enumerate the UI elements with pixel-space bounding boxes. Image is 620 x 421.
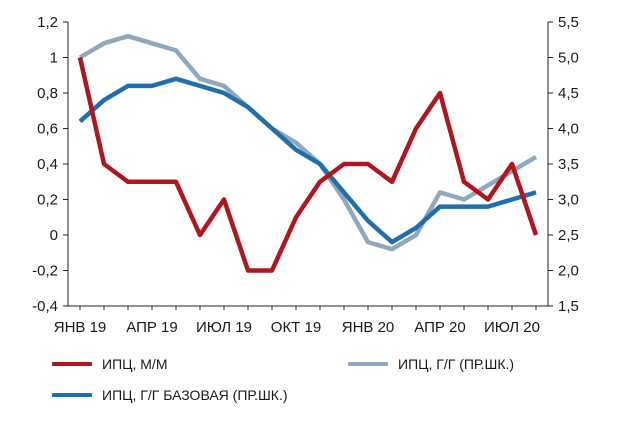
left-axis-tick-label: 0,8 — [37, 85, 58, 102]
left-axis-tick-label: -0,4 — [32, 298, 58, 315]
legend-item-cpi-yy: ИПЦ, Г/Г (ПР.ШК.) — [348, 356, 514, 372]
x-axis-tick-label: ИЮЛ 20 — [484, 319, 540, 336]
left-axis-tick-label: 0 — [50, 227, 58, 244]
left-axis-tick-label: 1 — [50, 50, 58, 67]
legend-swatch-cpi-core — [52, 393, 92, 397]
left-axis-tick-label: 1,2 — [37, 14, 58, 31]
left-axis-tick-label: 0,2 — [37, 192, 58, 209]
x-axis-tick-label: АПР 20 — [414, 319, 465, 336]
right-axis-tick-label: 2,0 — [558, 263, 579, 280]
legend-swatch-cpi-yy — [348, 362, 388, 366]
series-line-cpi-core — [78, 76, 537, 245]
x-axis-tick-label: ЯНВ 19 — [54, 319, 107, 336]
left-axis-tick-label: -0,2 — [32, 263, 58, 280]
series-line-cpi-mm — [77, 57, 539, 273]
right-axis-tick-label: 2,5 — [558, 227, 579, 244]
right-axis-tick-label: 4,5 — [558, 85, 579, 102]
right-axis-tick-label: 5,0 — [558, 50, 579, 67]
right-axis-tick-label: 5,5 — [558, 14, 579, 31]
left-axis-tick-label: 0,6 — [37, 121, 58, 138]
legend-label-cpi-core: ИПЦ, Г/Г БАЗОВАЯ (ПР.ШК.) — [102, 387, 288, 403]
legend-item-cpi-mm: ИПЦ, М/М — [52, 356, 167, 372]
left-axis-tick-label: 0,4 — [37, 156, 58, 173]
x-axis-tick-label: ОКТ 19 — [271, 319, 321, 336]
legend-item-cpi-core: ИПЦ, Г/Г БАЗОВАЯ (ПР.ШК.) — [52, 387, 288, 403]
right-axis-tick-label: 4,0 — [558, 121, 579, 138]
right-axis-tick-label: 3,0 — [558, 192, 579, 209]
x-axis-tick-label: ИЮЛ 19 — [196, 319, 252, 336]
right-axis-tick-label: 3,5 — [558, 156, 579, 173]
series-line-cpi-yy — [78, 33, 538, 252]
x-axis-tick-label: ЯНВ 20 — [342, 319, 395, 336]
right-axis-tick-label: 1,5 — [558, 298, 579, 315]
legend-label-cpi-mm: ИПЦ, М/М — [102, 356, 168, 372]
legend-label-cpi-yy: ИПЦ, Г/Г (ПР.ШК.) — [398, 356, 515, 372]
x-axis-tick-label: АПР 19 — [126, 319, 177, 336]
legend-swatch-cpi-mm — [52, 362, 92, 366]
